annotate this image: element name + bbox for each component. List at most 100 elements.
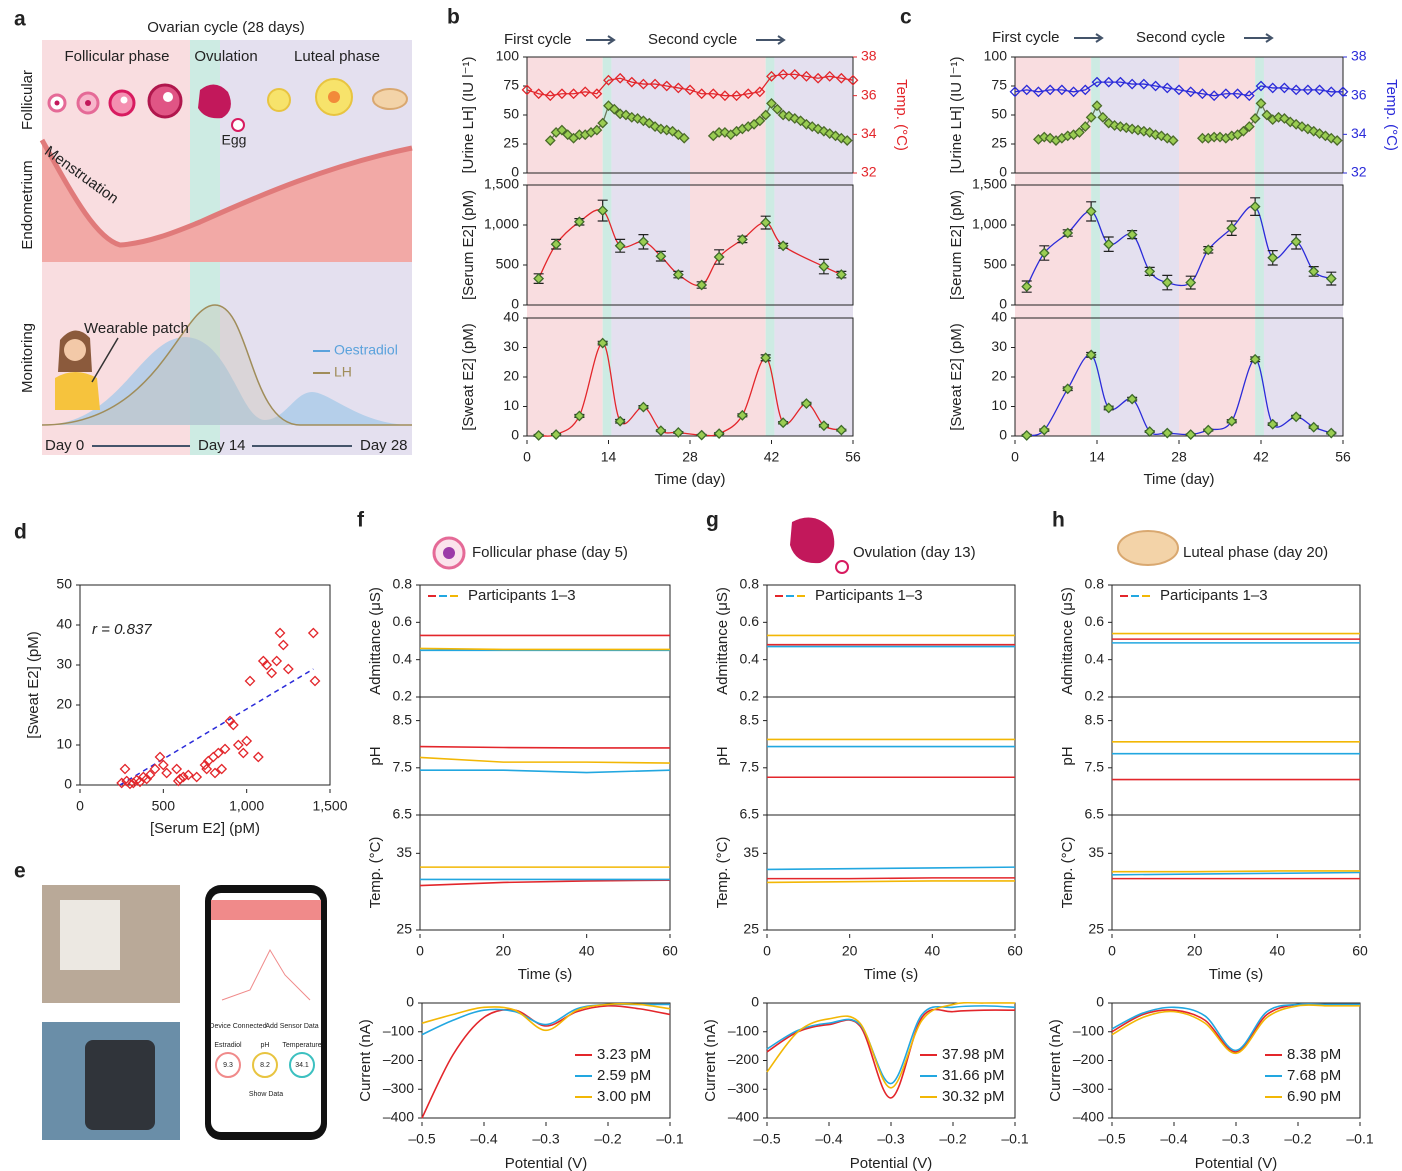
- series-line: [767, 878, 1015, 879]
- y-tick-label: 100: [496, 48, 520, 64]
- legend-label: 30.32 pM: [942, 1088, 1005, 1105]
- y-tick-label: 0.8: [740, 576, 760, 592]
- series-line: [767, 867, 1015, 869]
- plot-frame: [767, 815, 1015, 930]
- x-tick-label: –0.2: [594, 1131, 621, 1147]
- x-tick-label: 14: [601, 449, 617, 465]
- y-tick-label: 0.2: [1085, 688, 1105, 704]
- x-tick-label: –0.4: [815, 1131, 842, 1147]
- plot-frame: [420, 697, 670, 815]
- data-point: [234, 741, 243, 750]
- x-tick-label: 60: [1007, 943, 1023, 959]
- y-tick-label: 0: [511, 427, 519, 443]
- data-point: [246, 677, 255, 686]
- x-tick-label: 20: [1187, 943, 1203, 959]
- y-tick-label: –100: [728, 1022, 759, 1038]
- y-axis-label: Current (nA): [1047, 1019, 1064, 1102]
- x-tick-label: 56: [845, 449, 861, 465]
- x-axis-label: [Serum E2] (pM): [150, 820, 260, 837]
- series-line: [420, 770, 670, 772]
- x-tick-label: –0.2: [1284, 1131, 1311, 1147]
- x-tick-label: –0.2: [939, 1131, 966, 1147]
- y-tick-label: 36: [861, 86, 877, 102]
- y-axis-label: [Sweat E2] (pM): [460, 323, 477, 431]
- patch-label: Wearable patch: [84, 320, 189, 337]
- app-text: Device Connected: [209, 1023, 266, 1030]
- x-axis-label: Potential (V): [1195, 1155, 1278, 1171]
- legend-label: 2.59 pM: [597, 1067, 651, 1084]
- data-point: [272, 657, 281, 666]
- data-point: [267, 669, 276, 678]
- day-label: Day 0: [45, 437, 84, 454]
- panel-label: g: [706, 509, 719, 532]
- y-tick-label: 35: [396, 844, 412, 860]
- app-text: 8.2: [260, 1062, 270, 1069]
- y-tick-label: 500: [496, 256, 520, 272]
- y-tick-label: 50: [503, 106, 519, 122]
- y-tick-label: –400: [1073, 1109, 1104, 1125]
- y-tick-label: –200: [1073, 1051, 1104, 1067]
- y-axis-label: Admittance (μS): [367, 587, 384, 695]
- x-tick-label: –0.3: [877, 1131, 904, 1147]
- legend-label: 6.90 pM: [1287, 1088, 1341, 1105]
- legend-label: Participants 1–3: [468, 587, 576, 604]
- x-axis-label: Time (s): [864, 966, 918, 983]
- y-axis-label: [Serum E2] (pM): [460, 190, 477, 300]
- y-axis-label: Current (nA): [357, 1019, 374, 1102]
- y-axis-label: Temp. (°C): [714, 837, 731, 909]
- y-axis-label: Temp. (°C): [1059, 837, 1076, 909]
- panel-label: f: [357, 509, 365, 532]
- y-tick-label: 34: [1351, 125, 1367, 141]
- y-tick-label: 25: [743, 921, 759, 937]
- y-axis-label: Admittance (μS): [714, 587, 731, 695]
- legend-label: Participants 1–3: [815, 587, 923, 604]
- egg-icon: [790, 518, 834, 564]
- y-tick-label: 38: [1351, 48, 1367, 64]
- y-tick-label: 0.6: [1085, 613, 1105, 629]
- series-line: [420, 648, 670, 649]
- y-tick-label: 0.2: [393, 688, 413, 704]
- app-text: Estradiol: [214, 1042, 242, 1049]
- phase: Ovulation: [194, 48, 257, 65]
- x-tick-label: 56: [1335, 449, 1351, 465]
- y-tick-label: 6.5: [1085, 806, 1105, 822]
- y-tick-label: 0.8: [1085, 576, 1105, 592]
- trendline: [120, 669, 313, 785]
- y-tick-label: 1,500: [972, 176, 1007, 192]
- annotation-arrow: [756, 36, 784, 44]
- y-axis-label: [Urine LH] (IU l⁻¹): [948, 56, 965, 173]
- phase: Luteal phase: [294, 48, 380, 65]
- page: a Ovarian cycle (28 days) Follicular pha…: [0, 0, 1402, 1171]
- x-tick-label: 0: [1108, 943, 1116, 959]
- data-point: [121, 765, 130, 774]
- x-tick-label: –0.5: [1098, 1131, 1125, 1147]
- y-tick-label: –300: [1073, 1080, 1104, 1096]
- y2-axis-label: Temp. (°C): [893, 79, 910, 151]
- data-point: [192, 773, 201, 782]
- annotation: First cycle: [504, 31, 572, 48]
- x-axis-label: Time (s): [518, 966, 572, 983]
- y-tick-label: 32: [1351, 164, 1367, 180]
- x-tick-label: –0.4: [1160, 1131, 1187, 1147]
- y-tick-label: 25: [1088, 921, 1104, 937]
- y-tick-label: 0.2: [740, 688, 760, 704]
- series-line: [420, 757, 670, 763]
- y-tick-label: 0.4: [393, 650, 413, 666]
- data-point: [284, 665, 293, 674]
- phase-shading: [1264, 57, 1343, 436]
- y-axis-label: Admittance (μS): [1059, 587, 1076, 695]
- egg-label: Egg: [222, 132, 247, 148]
- day-label: Day 14: [198, 437, 246, 454]
- legend-label: 7.68 pM: [1287, 1067, 1341, 1084]
- annotation: Second cycle: [648, 31, 737, 48]
- series-line: [420, 747, 670, 748]
- y-tick-label: 1,000: [972, 216, 1007, 232]
- y-tick-label: 8.5: [1085, 711, 1105, 727]
- annotation: First cycle: [992, 29, 1060, 46]
- legend-label: 8.38 pM: [1287, 1046, 1341, 1063]
- plot-frame: [767, 697, 1015, 815]
- y-axis-label: Temp. (°C): [367, 837, 384, 909]
- y2-axis-label: Temp. (°C): [1383, 79, 1400, 151]
- x-tick-label: –0.5: [753, 1131, 780, 1147]
- y-tick-label: –200: [383, 1051, 414, 1067]
